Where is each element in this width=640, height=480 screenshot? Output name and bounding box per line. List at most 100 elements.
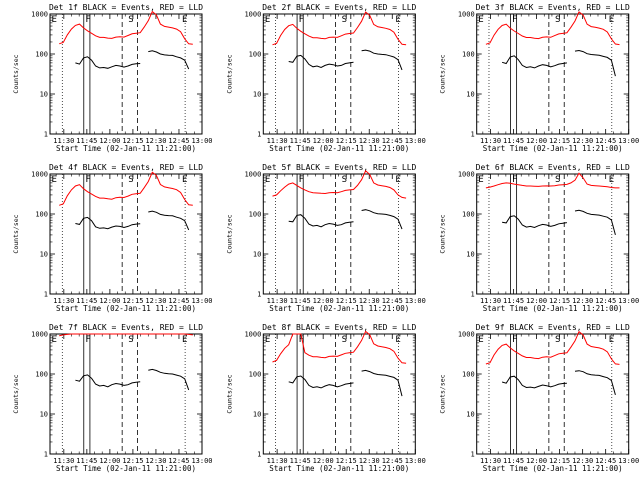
events-series-line xyxy=(75,50,190,70)
events-series-line xyxy=(288,49,403,71)
lld-series-line xyxy=(272,11,407,46)
y-axis-label: Counts/sec xyxy=(439,214,447,253)
x-tick-label: 13:00 xyxy=(191,457,212,465)
x-tick-label: 12:45 xyxy=(168,297,189,305)
x-tick-label: 12:30 xyxy=(359,457,380,465)
flag-label: F xyxy=(85,335,90,345)
y-tick-label: 100 xyxy=(35,51,48,59)
events-series-line xyxy=(288,369,403,397)
flag-label: E xyxy=(52,175,57,185)
x-tick-label: 12:45 xyxy=(168,457,189,465)
flag-label: E xyxy=(478,335,483,345)
plot-frame xyxy=(476,13,630,135)
flag-label: E xyxy=(182,175,187,185)
flag-label: S xyxy=(342,335,347,345)
panel-det-7: Det 7f BLACK = Events, RED = LLD 1 10 100 10… xyxy=(12,323,213,473)
flag-label: E xyxy=(395,175,400,185)
x-tick-label: 12:45 xyxy=(382,137,403,145)
flag-label: F xyxy=(85,175,90,185)
x-tick-label: 12:00 xyxy=(313,137,334,145)
panel-title: Det 8f BLACK = Events, RED = LLD xyxy=(262,323,416,332)
flag-label: E xyxy=(609,15,614,25)
flag-label: S xyxy=(555,175,560,185)
y-tick-label: 100 xyxy=(249,371,262,379)
y-tick-label: 1000 xyxy=(458,171,475,179)
events-series-line xyxy=(75,210,190,231)
x-tick-label: 12:45 xyxy=(168,137,189,145)
flag-label: E xyxy=(52,335,57,345)
y-tick-label: 1000 xyxy=(31,331,48,339)
y-tick-label: 10 xyxy=(40,91,48,99)
x-tick-label: 12:45 xyxy=(595,137,616,145)
flag-label: S xyxy=(128,15,133,25)
x-tick-label: 13:00 xyxy=(191,297,212,305)
x-tick-label: 11:45 xyxy=(76,137,97,145)
flag-label: S xyxy=(555,15,560,25)
y-tick-label: 1 xyxy=(470,451,474,459)
y-tick-label: 1 xyxy=(44,451,48,459)
x-tick-label: 12:00 xyxy=(99,297,120,305)
x-tick-label: 12:00 xyxy=(526,457,547,465)
y-tick-label: 1 xyxy=(257,131,261,139)
flag-label: F xyxy=(85,15,90,25)
y-tick-label: 1 xyxy=(470,131,474,139)
lld-series-line xyxy=(59,10,193,45)
flag-label: E xyxy=(265,335,270,345)
y-tick-label: 1 xyxy=(44,291,48,299)
y-tick-label: 1000 xyxy=(31,11,48,19)
y-tick-label: 100 xyxy=(462,371,475,379)
x-tick-label: 12:15 xyxy=(336,137,357,145)
y-tick-label: 10 xyxy=(253,91,261,99)
panel-det-8: Det 8f BLACK = Events, RED = LLD 1 10 100 10… xyxy=(225,323,426,473)
panel-title: Det 1f BLACK = Events, RED = LLD xyxy=(49,3,203,12)
x-tick-label: 11:30 xyxy=(267,137,288,145)
plot-frame xyxy=(49,13,203,135)
panel-title: Det 9f BLACK = Events, RED = LLD xyxy=(476,323,630,332)
x-tick-label: 12:15 xyxy=(549,137,570,145)
plot-frame xyxy=(476,173,630,295)
x-tick-label: 11:30 xyxy=(53,137,74,145)
panel-det-1: Det 1f BLACK = Events, RED = LLD 1 10 100 10… xyxy=(12,3,213,153)
panel-det-6: Det 6f BLACK = Events, RED = LLD 1 10 100 10… xyxy=(439,163,640,313)
x-tick-label: 12:00 xyxy=(526,137,547,145)
flag-label: S xyxy=(128,335,133,345)
flag-label: E xyxy=(182,15,187,25)
x-axis-label: Start Time (02-Jan-11 11:21:00) xyxy=(269,464,409,473)
x-tick-label: 12:30 xyxy=(145,137,166,145)
panel-title: Det 6f BLACK = Events, RED = LLD xyxy=(476,163,630,172)
x-axis-label: Start Time (02-Jan-11 11:21:00) xyxy=(483,464,623,473)
x-tick-label: 12:45 xyxy=(382,297,403,305)
y-axis-label: Counts/sec xyxy=(12,374,20,413)
lld-series-line xyxy=(485,11,620,46)
x-axis-label: Start Time (02-Jan-11 11:21:00) xyxy=(483,304,623,313)
lld-series-line xyxy=(272,169,407,199)
x-tick-label: 12:45 xyxy=(595,457,616,465)
y-tick-label: 10 xyxy=(253,411,261,419)
y-tick-label: 100 xyxy=(35,371,48,379)
y-axis-label: Counts/sec xyxy=(225,214,233,253)
x-tick-label: 12:15 xyxy=(549,457,570,465)
flag-label: S xyxy=(128,175,133,185)
panel-title: Det 5f BLACK = Events, RED = LLD xyxy=(262,163,416,172)
x-tick-label: 11:30 xyxy=(53,297,74,305)
flag-label: F xyxy=(299,335,304,345)
panel-det-9: Det 9f BLACK = Events, RED = LLD 1 10 100 10… xyxy=(439,323,640,473)
x-tick-label: 13:00 xyxy=(405,137,426,145)
y-tick-label: 1000 xyxy=(244,331,261,339)
x-axis-label: Start Time (02-Jan-11 11:21:00) xyxy=(483,144,623,153)
x-tick-label: 12:15 xyxy=(336,457,357,465)
y-tick-label: 100 xyxy=(462,211,475,219)
x-axis-label: Start Time (02-Jan-11 11:21:00) xyxy=(269,144,409,153)
y-tick-label: 1 xyxy=(257,291,261,299)
x-tick-label: 12:45 xyxy=(382,457,403,465)
y-tick-label: 100 xyxy=(249,51,262,59)
x-tick-label: 11:45 xyxy=(290,297,311,305)
y-axis-label: Counts/sec xyxy=(225,54,233,93)
x-tick-label: 13:00 xyxy=(405,297,426,305)
x-tick-label: 11:30 xyxy=(480,137,501,145)
x-tick-label: 11:30 xyxy=(267,457,288,465)
y-tick-label: 1000 xyxy=(31,171,48,179)
y-tick-label: 1000 xyxy=(244,11,261,19)
